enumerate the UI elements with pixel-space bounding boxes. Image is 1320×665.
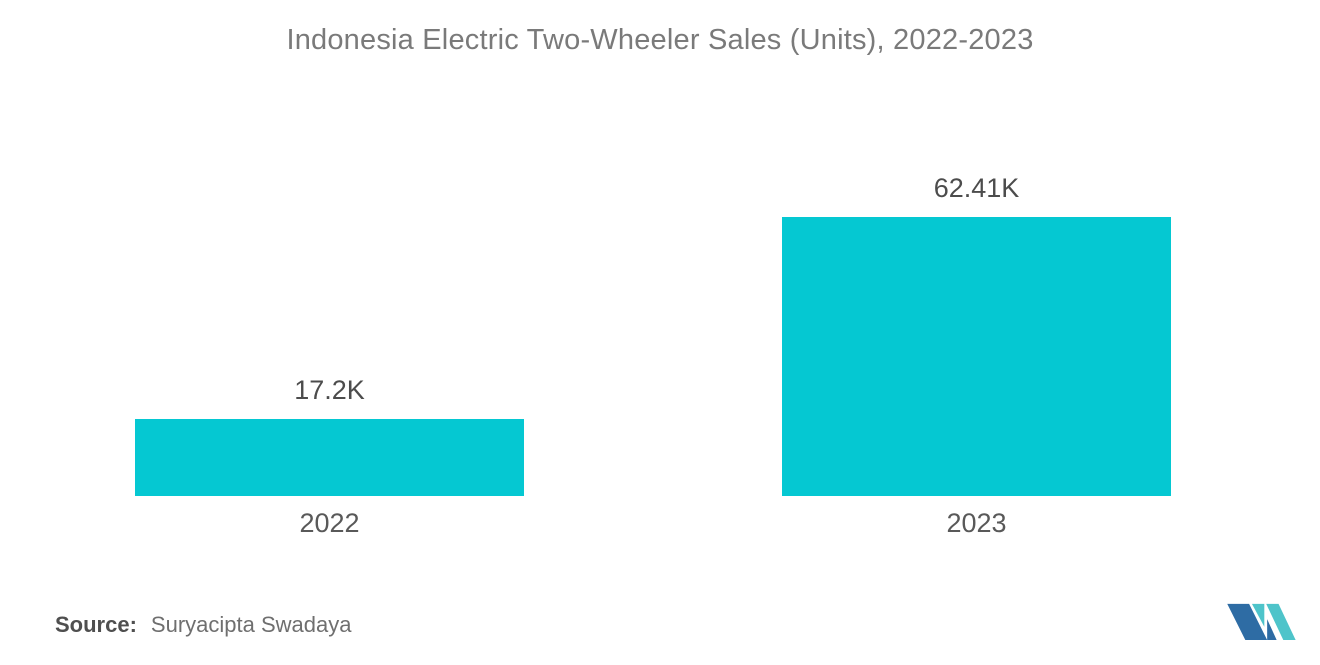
chart-title: Indonesia Electric Two-Wheeler Sales (Un… (286, 24, 1034, 56)
bar-2023 (782, 217, 1171, 496)
axis-label-2023: 2023 (946, 508, 1007, 538)
data-label-2023: 62.41K (933, 173, 1020, 204)
bar-group-2023: 62.41K 2023 (782, 173, 1171, 538)
mordor-intelligence-logo (1227, 603, 1296, 640)
logo-teal-triangle (1251, 603, 1265, 627)
bar-group-2022: 17.2K 2022 (135, 375, 524, 538)
logo-navy-band (1227, 603, 1268, 640)
source-label: Source: (55, 612, 137, 637)
data-label-2022: 17.2K (294, 375, 365, 406)
bar-2022 (135, 419, 524, 496)
logo-navy-triangle (1267, 619, 1277, 640)
logo-teal-band (1266, 603, 1296, 640)
source-name: Suryacipta Swadaya (150, 612, 352, 637)
source-line: Source: Suryacipta Swadaya (55, 612, 351, 638)
bar-chart-plot: 17.2K 2022 62.41K 2023 (135, 173, 1171, 538)
axis-label-2022: 2022 (299, 508, 360, 538)
